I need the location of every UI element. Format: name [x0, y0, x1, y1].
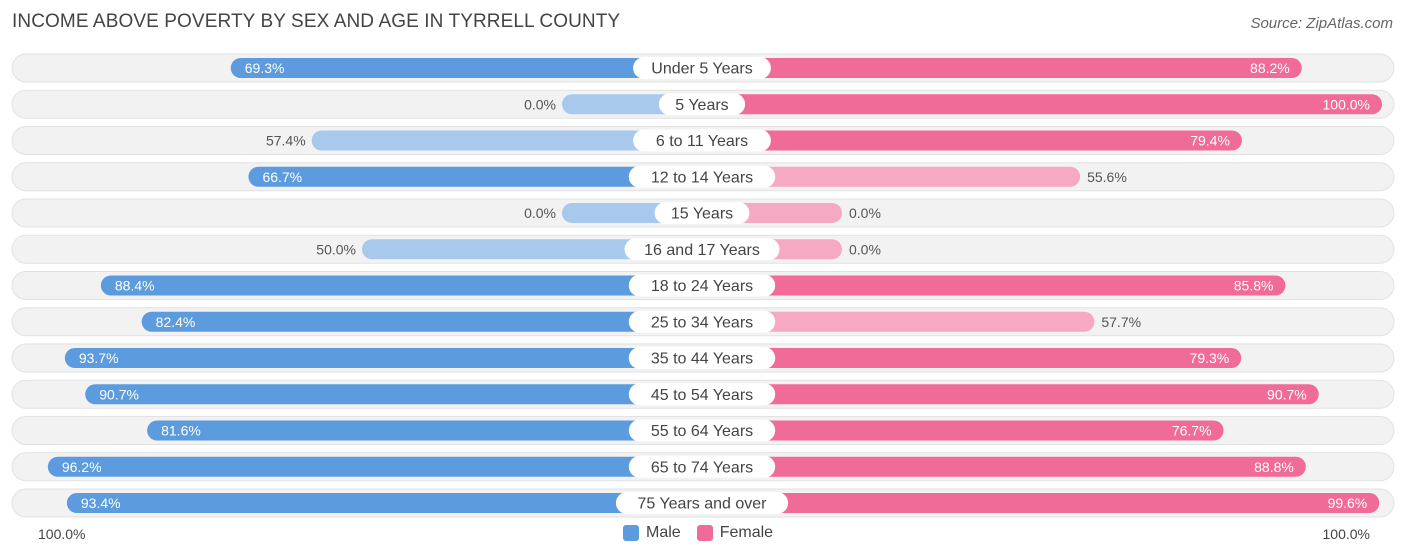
female-value-label: 57.7% — [1101, 314, 1141, 330]
bar-female — [702, 456, 1306, 477]
legend-label-male: Male — [646, 524, 681, 541]
bar-male — [66, 493, 702, 513]
category-pill — [628, 310, 776, 333]
category-pill — [658, 93, 746, 116]
bar-female — [702, 275, 1286, 296]
male-value-label: 57.4% — [266, 133, 306, 149]
female-value-label: 79.3% — [1190, 350, 1230, 366]
male-value-label: 93.7% — [79, 350, 119, 366]
male-value-label: 69.3% — [245, 60, 285, 76]
bar-female — [702, 311, 1095, 332]
bar-male — [47, 456, 702, 477]
category-pill — [628, 383, 776, 406]
chart-area: 69.3% 88.2% Under 5 Years 0.0% 100.0% 5 Years… — [11, 53, 1395, 518]
male-value-label: 0.0% — [524, 96, 556, 112]
bar-female — [702, 348, 1242, 368]
bar-male — [230, 58, 702, 78]
bar-male — [64, 348, 703, 368]
female-value-label: 79.4% — [1190, 133, 1230, 149]
female-value-label: 88.2% — [1250, 60, 1290, 76]
female-value-label: 85.8% — [1234, 278, 1274, 294]
category-label: 25 to 34 Years — [651, 314, 753, 331]
female-value-label: 99.6% — [1328, 495, 1368, 511]
axis-left-label: 100.0% — [38, 526, 86, 542]
category-label: 45 to 54 Years — [651, 387, 753, 404]
bar-female — [702, 384, 1319, 405]
bar-male — [311, 130, 702, 151]
legend: Male Female — [623, 524, 789, 542]
male-value-label: 66.7% — [262, 169, 302, 185]
legend-label-female: Female — [719, 524, 774, 541]
bar-male — [362, 239, 702, 260]
female-value-label: 90.7% — [1267, 386, 1307, 402]
axis-right-label: 100.0% — [1322, 526, 1370, 542]
category-pill — [633, 129, 771, 152]
female-value-label: 76.7% — [1172, 423, 1212, 439]
bar-female — [702, 493, 1380, 513]
category-label: 18 to 24 Years — [651, 278, 753, 295]
male-value-label: 50.0% — [316, 241, 356, 257]
category-label: 65 to 74 Years — [651, 459, 753, 476]
category-pill — [628, 274, 776, 297]
female-value-label: 0.0% — [849, 241, 881, 257]
category-pill — [628, 347, 776, 369]
legend-item-female: Female — [696, 524, 774, 542]
male-value-label: 90.7% — [99, 386, 139, 402]
female-value-label: 100.0% — [1323, 96, 1370, 112]
female-value-label: 0.0% — [849, 205, 881, 221]
bar-female — [702, 166, 1081, 187]
female-value-label: 55.6% — [1087, 169, 1127, 185]
category-pill — [624, 238, 780, 261]
category-label: 75 Years and over — [638, 496, 768, 513]
bar-male — [248, 166, 702, 187]
male-value-label: 82.4% — [156, 314, 196, 330]
female-value-label: 88.8% — [1254, 459, 1294, 475]
legend-swatch-male — [623, 525, 639, 541]
bar-female — [702, 130, 1242, 151]
male-value-label: 93.4% — [81, 495, 121, 511]
bar-male — [141, 311, 702, 332]
source-credit: Source: ZipAtlas.com — [1250, 15, 1393, 32]
category-label: 5 Years — [675, 97, 728, 114]
category-label: Under 5 Years — [651, 61, 752, 78]
category-pill — [628, 165, 776, 188]
legend-item-male: Male — [623, 524, 681, 542]
chart-title: INCOME ABOVE POVERTY BY SEX AND AGE IN T… — [12, 11, 621, 32]
category-label: 35 to 44 Years — [651, 351, 753, 368]
category-label: 6 to 11 Years — [656, 133, 748, 150]
category-label: 12 to 14 Years — [651, 169, 753, 186]
category-label: 15 Years — [671, 206, 733, 223]
bar-male — [100, 275, 702, 296]
category-label: 55 to 64 Years — [651, 423, 753, 440]
bar-male — [147, 420, 702, 441]
bar-male — [85, 384, 703, 405]
male-value-label: 88.4% — [115, 278, 155, 294]
category-pill — [628, 455, 776, 478]
bar-female — [702, 58, 1302, 78]
category-pill — [654, 202, 750, 224]
bar-female — [702, 94, 1382, 115]
male-value-label: 0.0% — [524, 205, 556, 221]
category-pill — [628, 419, 776, 442]
category-pill — [633, 57, 771, 79]
category-label: 16 and 17 Years — [644, 242, 760, 259]
category-pill — [615, 492, 789, 514]
male-value-label: 81.6% — [161, 423, 201, 439]
male-value-label: 96.2% — [62, 459, 102, 475]
legend-swatch-female — [696, 525, 713, 541]
bar-female — [702, 420, 1224, 441]
